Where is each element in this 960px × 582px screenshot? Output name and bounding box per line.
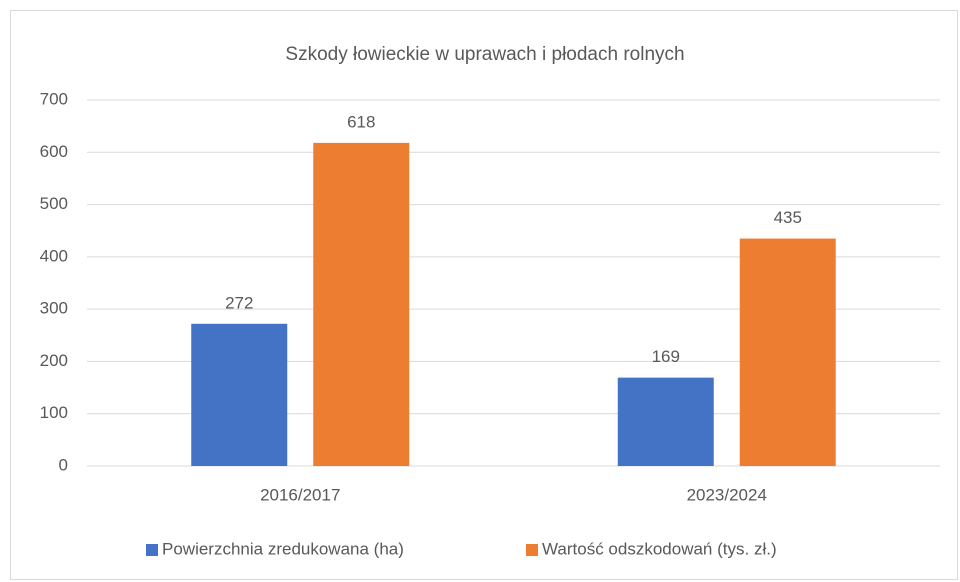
bar	[191, 323, 288, 466]
y-tick-label: 0	[59, 455, 68, 474]
x-tick-label: 2023/2024	[687, 485, 767, 504]
y-tick-label: 300	[40, 299, 68, 318]
data-label: 272	[225, 293, 253, 312]
y-tick-label: 600	[40, 142, 68, 161]
legend-label: Wartość odszkodowań (tys. zł.)	[542, 539, 777, 558]
y-tick-label: 700	[40, 89, 68, 108]
bar	[617, 377, 714, 466]
legend-label: Powierzchnia zredukowana (ha)	[162, 539, 404, 558]
data-label: 618	[347, 112, 375, 131]
legend-swatch	[146, 544, 158, 556]
bar	[739, 238, 836, 466]
bar	[313, 142, 410, 467]
legend-swatch	[526, 544, 538, 556]
x-tick-label: 2016/2017	[260, 485, 340, 504]
data-label: 435	[774, 208, 802, 227]
y-tick-label: 400	[40, 246, 68, 265]
y-tick-label: 200	[40, 351, 68, 370]
y-tick-label: 500	[40, 194, 68, 213]
y-tick-label: 100	[40, 403, 68, 422]
chart-title: Szkody łowieckie w uprawach i płodach ro…	[285, 44, 684, 65]
data-label: 169	[652, 347, 680, 366]
